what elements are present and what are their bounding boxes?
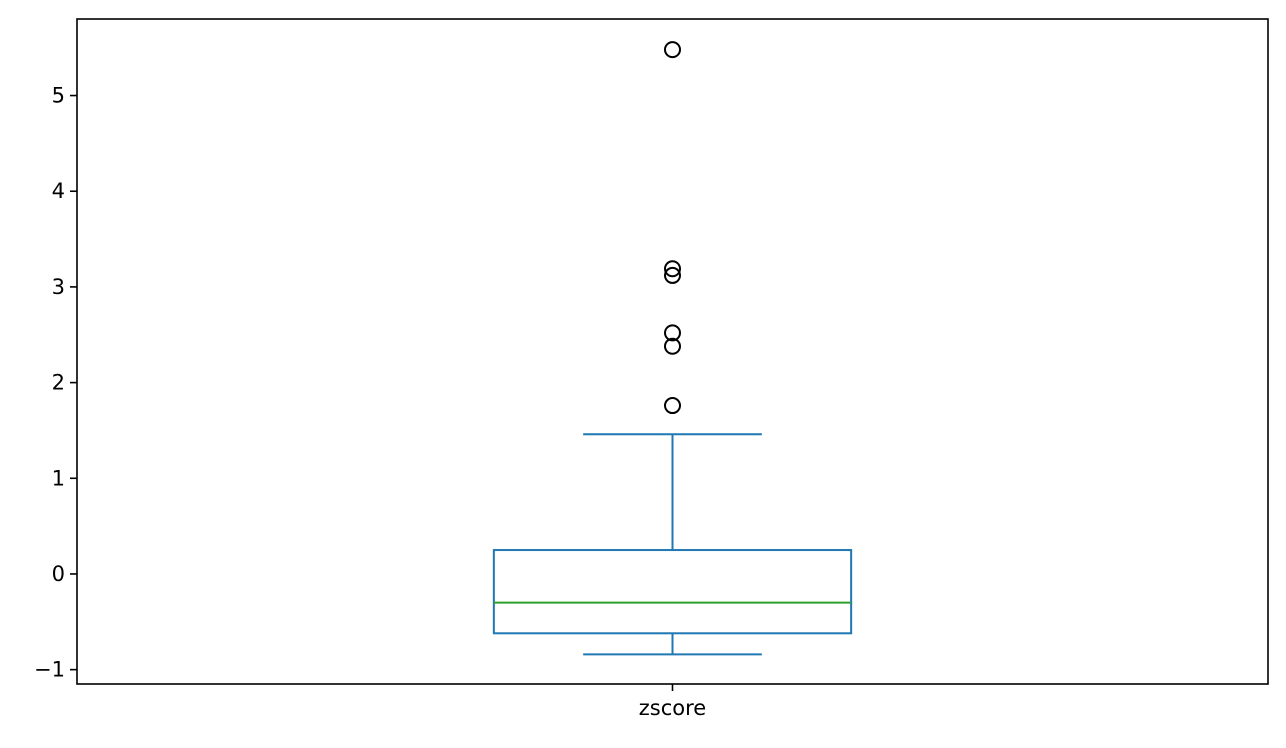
outlier-point	[664, 41, 681, 59]
x-axis: zscore	[639, 684, 706, 720]
y-tick-label: 0	[52, 562, 65, 586]
y-tick-label: 3	[52, 275, 65, 299]
box-group-zscore	[492, 41, 853, 656]
y-tick-label: 1	[52, 466, 65, 490]
axes-frame	[76, 18, 1269, 685]
plot-marks	[492, 41, 853, 656]
outlier-point	[664, 260, 681, 278]
y-tick-label: −1	[34, 658, 65, 682]
x-tick-label: zscore	[639, 696, 706, 720]
y-axis: −1 0 1 2 3 4 5	[34, 84, 77, 682]
outlier-point	[664, 266, 681, 284]
iqr-box	[492, 549, 853, 635]
y-tick-label: 2	[52, 371, 65, 395]
y-tick-label: 5	[52, 84, 65, 108]
outlier-point	[664, 397, 681, 415]
outlier-point	[664, 337, 681, 355]
y-tick-label: 4	[52, 179, 65, 203]
outlier-point	[664, 324, 681, 342]
